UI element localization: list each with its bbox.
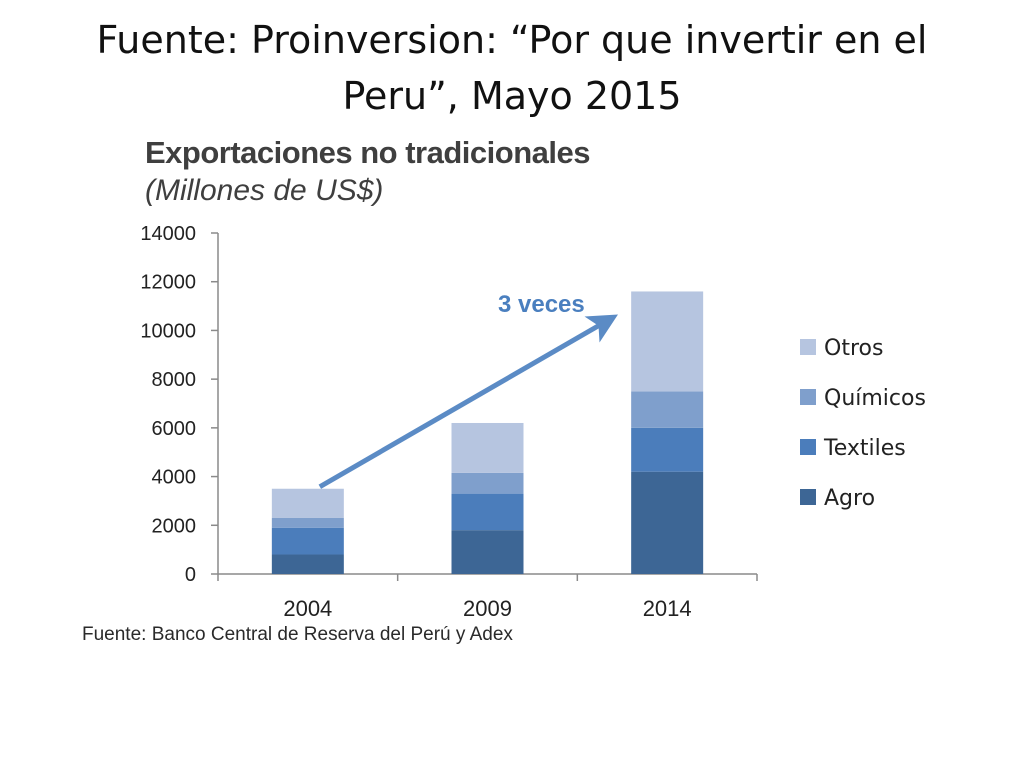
legend-label: Agro bbox=[824, 486, 875, 511]
bar-segment-otros bbox=[271, 488, 344, 518]
y-tick-label: 14000 bbox=[140, 223, 196, 245]
y-tick-label: 0 bbox=[185, 564, 196, 586]
slide-title: Fuente: Proinversion: “Por que invertir … bbox=[96, 18, 928, 118]
bar-segment-textiles bbox=[271, 527, 344, 555]
legend-swatch-otros bbox=[800, 339, 816, 355]
y-tick-label: 8000 bbox=[152, 369, 197, 391]
bar-segment-textiles bbox=[631, 427, 704, 472]
x-tick-label: 2014 bbox=[643, 596, 692, 621]
chart-title: Exportaciones no tradicionales bbox=[145, 135, 590, 170]
bar-segment-otros bbox=[451, 422, 524, 473]
bar-segment-agro bbox=[631, 471, 704, 574]
source-note: Fuente: Banco Central de Reserva del Per… bbox=[82, 624, 513, 645]
bar-segment-otros bbox=[631, 291, 704, 392]
legend-label: Otros bbox=[824, 336, 883, 361]
legend-swatch-qu-micos bbox=[800, 389, 816, 405]
y-tick-label: 4000 bbox=[152, 467, 197, 489]
x-tick-label: 2009 bbox=[463, 596, 512, 621]
growth-arrow bbox=[318, 314, 618, 489]
y-tick-label: 10000 bbox=[140, 320, 196, 342]
growth-annotation-label: 3 veces bbox=[498, 291, 585, 318]
legend-label: Textiles bbox=[823, 436, 906, 461]
legend-swatch-agro bbox=[800, 489, 816, 505]
y-tick-label: 12000 bbox=[140, 272, 196, 294]
bar-segment-qu-micos bbox=[271, 517, 344, 528]
chart-subtitle: (Millones de US$) bbox=[145, 174, 384, 207]
bar-segment-agro bbox=[451, 530, 524, 574]
legend-label: Químicos bbox=[824, 386, 926, 411]
x-tick-label: 2004 bbox=[283, 596, 332, 621]
legend-swatch-textiles bbox=[800, 439, 816, 455]
y-tick-label: 2000 bbox=[152, 515, 197, 537]
bar-segment-qu-micos bbox=[451, 472, 524, 494]
bar-segment-textiles bbox=[451, 493, 524, 531]
y-tick-label: 6000 bbox=[152, 418, 197, 440]
bar-segment-agro bbox=[271, 554, 344, 574]
bar-segment-qu-micos bbox=[631, 391, 704, 428]
